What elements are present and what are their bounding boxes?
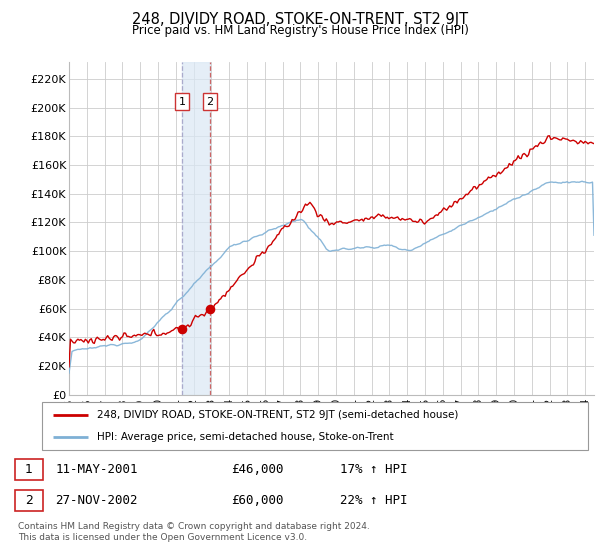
Text: 248, DIVIDY ROAD, STOKE-ON-TRENT, ST2 9JT (semi-detached house): 248, DIVIDY ROAD, STOKE-ON-TRENT, ST2 9J… — [97, 410, 458, 420]
Text: £60,000: £60,000 — [231, 494, 283, 507]
Text: 2: 2 — [25, 494, 32, 507]
FancyBboxPatch shape — [15, 459, 43, 480]
Text: 1: 1 — [25, 463, 32, 476]
Text: HPI: Average price, semi-detached house, Stoke-on-Trent: HPI: Average price, semi-detached house,… — [97, 432, 393, 442]
Text: 11-MAY-2001: 11-MAY-2001 — [55, 463, 138, 476]
Text: 248, DIVIDY ROAD, STOKE-ON-TRENT, ST2 9JT: 248, DIVIDY ROAD, STOKE-ON-TRENT, ST2 9J… — [132, 12, 468, 27]
Bar — [182, 62, 210, 395]
Text: 1: 1 — [179, 96, 185, 106]
Text: 22% ↑ HPI: 22% ↑ HPI — [340, 494, 408, 507]
Text: 2: 2 — [206, 96, 214, 106]
Text: 17% ↑ HPI: 17% ↑ HPI — [340, 463, 408, 476]
FancyBboxPatch shape — [15, 490, 43, 511]
Text: £46,000: £46,000 — [231, 463, 283, 476]
Point — [178, 324, 187, 333]
Text: Price paid vs. HM Land Registry's House Price Index (HPI): Price paid vs. HM Land Registry's House … — [131, 24, 469, 37]
FancyBboxPatch shape — [42, 402, 588, 450]
Text: 27-NOV-2002: 27-NOV-2002 — [55, 494, 138, 507]
Text: Contains HM Land Registry data © Crown copyright and database right 2024.
This d: Contains HM Land Registry data © Crown c… — [18, 522, 370, 542]
Point — [205, 304, 215, 313]
